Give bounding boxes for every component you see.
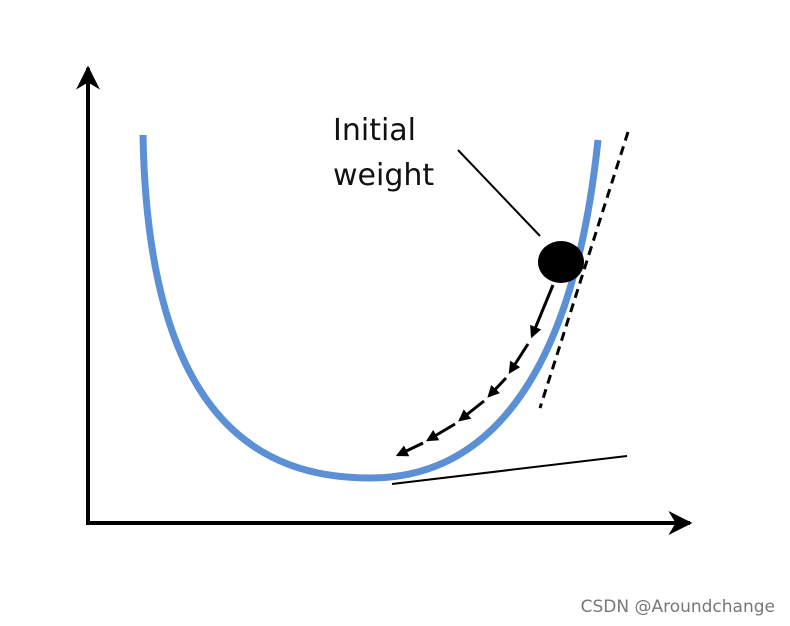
steep-tangent bbox=[538, 131, 630, 409]
step-arrow bbox=[508, 343, 530, 375]
step-arrow bbox=[530, 284, 555, 339]
pointer-line bbox=[457, 149, 541, 237]
descent-steps bbox=[395, 284, 555, 457]
initial-weight-ball bbox=[538, 241, 584, 283]
step-arrow bbox=[458, 399, 485, 422]
flat-tangent bbox=[391, 455, 628, 485]
step-arrow bbox=[425, 422, 456, 442]
annotation-line: Initial bbox=[333, 113, 416, 148]
step-arrow bbox=[487, 376, 508, 398]
annotation-line: weight bbox=[333, 158, 434, 193]
loss-curve bbox=[139, 134, 602, 482]
watermark: CSDN @Aroundchange bbox=[581, 597, 775, 617]
step-arrow bbox=[395, 441, 424, 457]
